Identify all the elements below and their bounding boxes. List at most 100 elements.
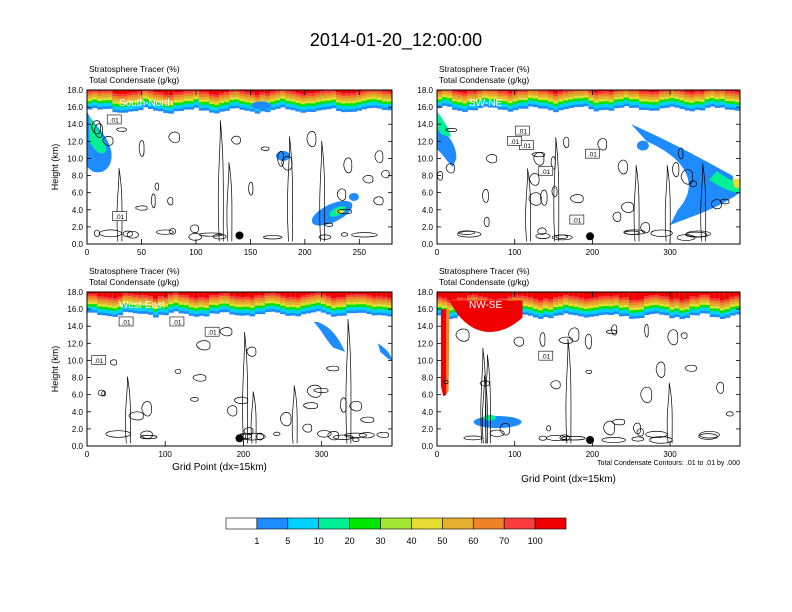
tracer-column: [188, 292, 195, 298]
tracer-column: [437, 90, 443, 95]
condensate-contour: [189, 224, 199, 234]
tracer-column: [649, 292, 655, 296]
y-tick-label: 18.0: [417, 288, 433, 297]
condensate-tower: [125, 376, 131, 444]
tracer-column: [502, 90, 509, 92]
colorbar-label: 10: [314, 536, 324, 546]
condensate-contour: [528, 192, 542, 206]
tracer-column: [87, 90, 93, 94]
condensate-contour: [531, 151, 545, 158]
tracer-column: [203, 292, 210, 298]
contour-label: .01: [572, 218, 581, 225]
tracer-column: [371, 90, 378, 95]
x-tick-label: 300: [663, 450, 677, 459]
tracer-column: [92, 292, 98, 297]
condensate-tower: [485, 354, 491, 444]
tracer-column: [280, 292, 286, 296]
colorbar-label: 40: [406, 536, 416, 546]
condensate-tower: [565, 338, 572, 444]
condensate-contour: [226, 405, 238, 417]
tracer-column: [492, 90, 499, 92]
tracer-column: [107, 90, 113, 93]
y-tick-label: 12.0: [417, 339, 433, 348]
tracer-column: [623, 90, 630, 96]
condensate-contour: [281, 155, 293, 171]
condensate-contour: [256, 432, 264, 441]
tracer-column: [517, 90, 524, 96]
condensate-contour: [332, 434, 354, 440]
plot-frame: [86, 291, 393, 447]
tracer-column: [320, 292, 327, 294]
condensate-tower: [319, 140, 326, 242]
location-marker: [235, 231, 244, 240]
condensate-contour: [640, 386, 653, 404]
x-tick-label: 0: [435, 248, 440, 257]
tracer-column: [193, 292, 200, 298]
tracer-column: [173, 292, 179, 296]
tracer-column: [472, 292, 478, 295]
tracer-column: [674, 90, 680, 94]
tracer-column: [573, 292, 579, 297]
y-axis-label: Height (km): [50, 144, 60, 191]
tracer-column: [366, 90, 373, 92]
tracer-column: [386, 292, 393, 298]
condensate-contour: [529, 173, 540, 186]
y-tick-label: 8.0: [72, 172, 84, 181]
colorbar-label: 60: [468, 536, 478, 546]
condensate-contour: [326, 365, 340, 372]
contour-label: .01: [110, 117, 119, 124]
condensate-contour: [436, 171, 443, 181]
x-tick-label: 100: [508, 248, 522, 257]
tracer-column: [729, 90, 736, 94]
condensate-contour: [128, 411, 144, 421]
tracer-column: [467, 90, 473, 94]
condensate-contour: [624, 230, 640, 235]
tracer-column: [224, 90, 230, 95]
tracer-column: [719, 292, 726, 301]
panel-subtitle: Stratosphere Tracer (%): [89, 64, 180, 74]
tracer-column: [583, 292, 589, 299]
y-tick-label: 12.0: [67, 137, 83, 146]
condensate-contour: [352, 437, 360, 442]
tracer-column: [538, 90, 544, 95]
condensate-contour: [303, 402, 318, 410]
tracer-column: [92, 90, 98, 92]
tracer-column: [209, 90, 215, 94]
y-tick-label: 2.0: [422, 425, 434, 434]
condensate-contour: [535, 233, 551, 239]
tracer-column: [447, 90, 453, 94]
condensate-contour: [555, 234, 569, 239]
condensate-contour: [603, 420, 615, 436]
tracer-column: [127, 292, 134, 297]
tracer-column: [249, 292, 256, 298]
tracer-column: [310, 90, 317, 94]
condensate-contour: [273, 431, 281, 436]
tracer-column: [356, 292, 362, 297]
tracer-column: [381, 90, 388, 92]
contour-label: .01: [172, 319, 181, 326]
tracer-column: [158, 292, 164, 296]
condensate-tower: [525, 168, 531, 242]
tracer-column: [628, 90, 635, 95]
tracer-column: [467, 292, 473, 296]
tracer-column: [376, 90, 383, 95]
y-tick-label: 4.0: [422, 206, 434, 215]
tracer-intrusion: [708, 171, 740, 193]
panel-subtitle: Stratosphere Tracer (%): [89, 266, 180, 276]
condensate-contour: [192, 374, 207, 382]
x-axis-label: Grid Point (dx=15km): [521, 474, 616, 485]
condensate-contour: [263, 235, 283, 240]
tracer-intrusion: [440, 309, 447, 397]
panel-subtitle: Total Condensate (g/kg): [439, 75, 529, 85]
tracer-column: [467, 90, 473, 92]
tracer-column: [593, 292, 600, 298]
condensate-contour: [169, 228, 177, 235]
tracer-column: [664, 90, 670, 92]
condensate-contour: [188, 233, 202, 241]
tracer-column: [275, 90, 281, 96]
condensate-contour: [684, 364, 697, 372]
tracer-column: [361, 292, 368, 297]
tracer-column: [305, 90, 312, 94]
y-tick-label: 0.0: [72, 240, 84, 249]
tracer-column: [553, 90, 559, 94]
